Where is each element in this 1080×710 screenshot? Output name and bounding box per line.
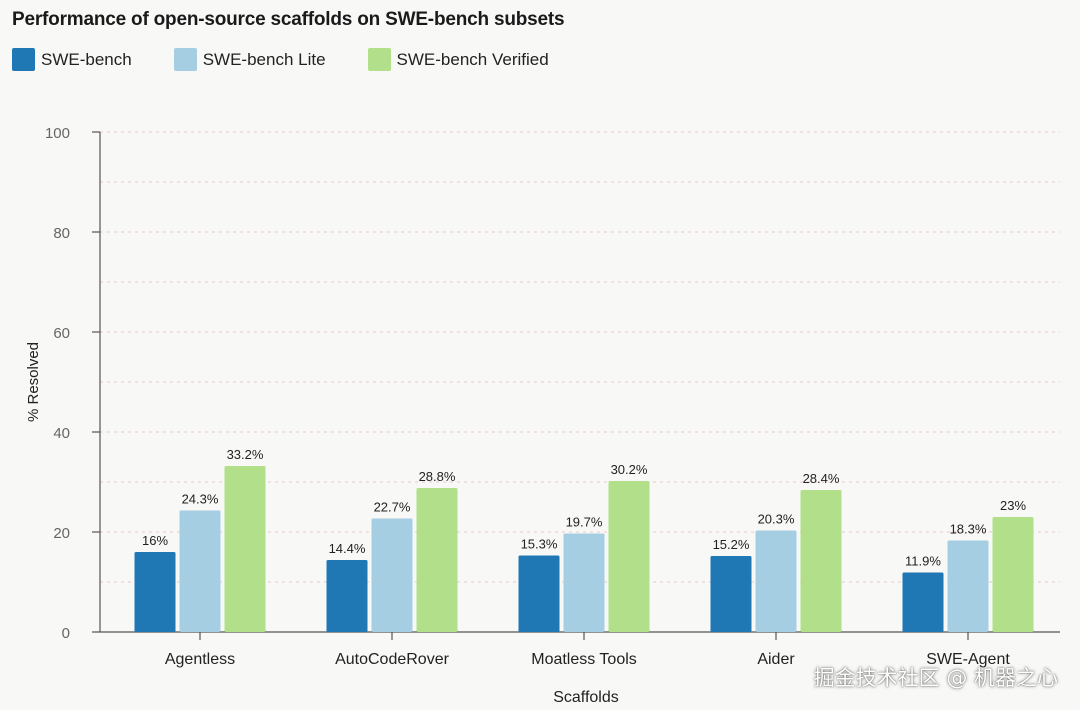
y-tick-label: 0 [62, 625, 70, 642]
y-tick-label: 80 [53, 225, 70, 242]
bar-value-label: 11.9% [905, 554, 941, 569]
legend: SWE-bench SWE-bench Lite SWE-bench Verif… [12, 48, 591, 71]
legend-swatch-swe-bench [12, 48, 35, 71]
legend-item-swe-bench: SWE-bench [12, 48, 132, 71]
bar-value-label: 22.7% [374, 500, 411, 515]
watermark: 掘金技术社区 @ 机器之心 [813, 666, 1058, 690]
bar-value-label: 20.3% [758, 512, 795, 527]
bar-value-label: 23% [1000, 498, 1026, 513]
bar [224, 466, 266, 632]
bar [992, 517, 1034, 632]
legend-item-swe-bench-verified: SWE-bench Verified [367, 48, 549, 71]
legend-swatch-swe-bench-verified [367, 48, 391, 71]
bar-value-label: 19.7% [566, 515, 603, 530]
chart-title: Performance of open-source scaffolds on … [12, 9, 565, 30]
bar-value-label: 28.4% [803, 471, 840, 486]
bar-value-label: 30.2% [611, 462, 648, 477]
bar-value-label: 15.2% [713, 537, 750, 552]
bar [902, 572, 944, 632]
x-axis-label: Scaffolds [553, 689, 619, 706]
y-tick-label: 20 [53, 525, 70, 542]
legend-item-swe-bench-lite: SWE-bench Lite [173, 48, 326, 71]
bar [518, 555, 560, 632]
bar [326, 560, 368, 632]
legend-label-swe-bench-verified: SWE-bench Verified [396, 49, 549, 69]
bar [371, 518, 413, 632]
bar [134, 552, 176, 632]
bar [755, 530, 797, 632]
bar [179, 510, 221, 632]
x-tick-label: AutoCodeRover [335, 651, 450, 668]
legend-swatch-swe-bench-lite [173, 48, 197, 71]
x-tick-label: Aider [757, 651, 795, 668]
bar-value-label: 24.3% [182, 492, 219, 507]
bar [608, 481, 650, 632]
x-tick-label: Agentless [165, 651, 235, 668]
bar [563, 533, 605, 632]
bar [947, 540, 989, 632]
x-tick-label: Moatless Tools [531, 651, 637, 668]
bar [710, 556, 752, 632]
bar [416, 488, 458, 632]
bar-value-label: 33.2% [227, 447, 264, 462]
legend-label-swe-bench: SWE-bench [41, 49, 132, 69]
bar-value-label: 28.8% [419, 469, 456, 484]
bar-value-label: 14.4% [329, 541, 366, 556]
y-tick-label: 60 [53, 325, 70, 342]
bar-value-label: 18.3% [950, 522, 987, 537]
bar-value-label: 15.3% [521, 537, 558, 552]
y-tick-label: 40 [53, 425, 70, 442]
legend-label-swe-bench-lite: SWE-bench Lite [202, 49, 326, 69]
y-tick-label: 100 [45, 125, 70, 142]
y-axis-label: % Resolved [25, 342, 42, 422]
x-tick-label: SWE-Agent [926, 651, 1010, 668]
bar [800, 490, 842, 632]
bar-value-label: 16% [142, 533, 168, 548]
